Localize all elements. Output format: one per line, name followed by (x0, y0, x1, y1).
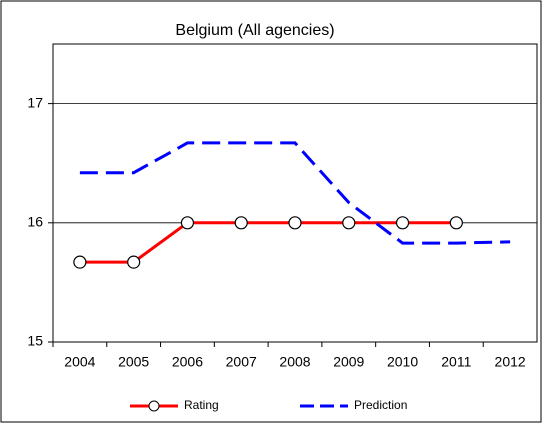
x-tick-label: 2006 (172, 354, 203, 370)
x-tick-label: 2007 (226, 354, 257, 370)
series-line (79, 141, 511, 245)
x-tick-label: 2011 (441, 354, 471, 370)
y-tick-label: 15 (27, 333, 43, 349)
point-marker (288, 216, 302, 230)
chart-title: Belgium (All agencies) (175, 22, 334, 39)
x-tick-label: 2005 (118, 354, 149, 370)
x-tick-label: 2009 (333, 354, 364, 370)
series-line (79, 221, 457, 264)
plot-frame (52, 43, 538, 343)
point-marker (127, 255, 141, 269)
y-tick-label: 17 (27, 94, 43, 110)
point-marker (73, 255, 87, 269)
y-tick-label: 16 (27, 214, 43, 230)
legend-label: Prediction (354, 398, 407, 412)
legend-label: Rating (184, 398, 219, 412)
x-tick-label: 2004 (64, 354, 95, 370)
x-tick-label: 2008 (279, 354, 310, 370)
point-marker (395, 216, 410, 230)
x-tick-label: 2012 (495, 354, 526, 370)
point-marker (449, 216, 463, 230)
point-marker (180, 216, 195, 230)
point-marker (342, 216, 356, 230)
legend-marker (148, 400, 160, 412)
point-marker (234, 216, 248, 230)
x-tick-label: 2010 (387, 354, 418, 370)
